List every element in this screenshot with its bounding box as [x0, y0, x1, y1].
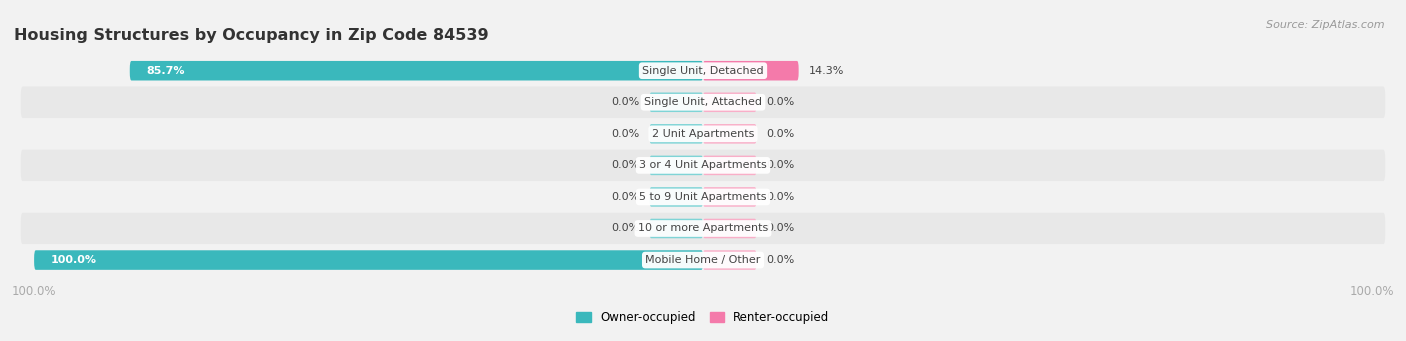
Text: 0.0%: 0.0% — [766, 223, 794, 234]
Text: 85.7%: 85.7% — [146, 66, 186, 76]
Legend: Owner-occupied, Renter-occupied: Owner-occupied, Renter-occupied — [576, 311, 830, 324]
FancyBboxPatch shape — [34, 250, 703, 270]
Text: Single Unit, Attached: Single Unit, Attached — [644, 97, 762, 107]
FancyBboxPatch shape — [703, 250, 756, 270]
FancyBboxPatch shape — [650, 124, 703, 144]
FancyBboxPatch shape — [703, 92, 756, 112]
FancyBboxPatch shape — [650, 155, 703, 175]
Text: 0.0%: 0.0% — [612, 97, 640, 107]
Text: Source: ZipAtlas.com: Source: ZipAtlas.com — [1267, 20, 1385, 30]
Text: 3 or 4 Unit Apartments: 3 or 4 Unit Apartments — [640, 160, 766, 170]
Text: 14.3%: 14.3% — [808, 66, 844, 76]
FancyBboxPatch shape — [650, 219, 703, 238]
Text: 0.0%: 0.0% — [612, 192, 640, 202]
FancyBboxPatch shape — [650, 92, 703, 112]
Text: 0.0%: 0.0% — [612, 160, 640, 170]
Text: Mobile Home / Other: Mobile Home / Other — [645, 255, 761, 265]
FancyBboxPatch shape — [21, 181, 1385, 213]
Text: 5 to 9 Unit Apartments: 5 to 9 Unit Apartments — [640, 192, 766, 202]
FancyBboxPatch shape — [21, 244, 1385, 276]
Text: 0.0%: 0.0% — [612, 129, 640, 139]
Text: Single Unit, Detached: Single Unit, Detached — [643, 66, 763, 76]
FancyBboxPatch shape — [703, 187, 756, 207]
Text: 0.0%: 0.0% — [766, 97, 794, 107]
FancyBboxPatch shape — [21, 213, 1385, 244]
FancyBboxPatch shape — [21, 87, 1385, 118]
FancyBboxPatch shape — [129, 61, 703, 80]
Text: 0.0%: 0.0% — [766, 192, 794, 202]
FancyBboxPatch shape — [703, 155, 756, 175]
FancyBboxPatch shape — [703, 124, 756, 144]
FancyBboxPatch shape — [21, 118, 1385, 150]
FancyBboxPatch shape — [703, 61, 799, 80]
Text: 100.0%: 100.0% — [51, 255, 97, 265]
Text: 10 or more Apartments: 10 or more Apartments — [638, 223, 768, 234]
Text: Housing Structures by Occupancy in Zip Code 84539: Housing Structures by Occupancy in Zip C… — [14, 28, 489, 43]
FancyBboxPatch shape — [650, 187, 703, 207]
Text: 2 Unit Apartments: 2 Unit Apartments — [652, 129, 754, 139]
Text: 0.0%: 0.0% — [766, 160, 794, 170]
Text: 0.0%: 0.0% — [612, 223, 640, 234]
FancyBboxPatch shape — [21, 150, 1385, 181]
FancyBboxPatch shape — [703, 219, 756, 238]
Text: 0.0%: 0.0% — [766, 129, 794, 139]
FancyBboxPatch shape — [21, 55, 1385, 87]
Text: 0.0%: 0.0% — [766, 255, 794, 265]
